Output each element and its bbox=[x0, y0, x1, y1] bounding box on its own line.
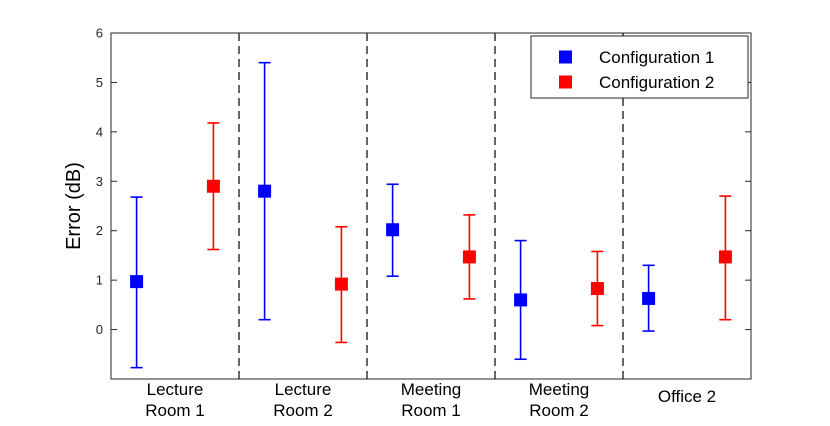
data-point bbox=[462, 250, 476, 264]
legend-label: Configuration 1 bbox=[599, 48, 714, 67]
data-point bbox=[386, 223, 400, 237]
y-tick-label: 6 bbox=[96, 26, 103, 41]
legend: Configuration 1 Configuration 2 bbox=[530, 35, 749, 99]
data-point bbox=[206, 179, 220, 193]
y-axis: 0 1 2 3 4 5 6 bbox=[96, 26, 751, 337]
category-label: Lecture bbox=[275, 380, 332, 399]
plot-frame bbox=[110, 32, 752, 380]
x-axis-labels: Lecture Room 1 Lecture Room 2 Meeting Room 1 M… bbox=[145, 380, 716, 420]
y-tick-label: 1 bbox=[96, 273, 103, 288]
category-label: Meeting bbox=[401, 380, 461, 399]
legend-marker bbox=[559, 50, 572, 64]
y-tick-label: 3 bbox=[96, 174, 103, 189]
category-label: Meeting bbox=[529, 380, 589, 399]
category-label: Room 1 bbox=[145, 401, 205, 420]
data-point bbox=[334, 277, 348, 291]
y-tick-label: 0 bbox=[96, 322, 103, 337]
legend-label: Configuration 2 bbox=[599, 73, 714, 92]
data-point bbox=[130, 275, 144, 289]
category-label: Room 1 bbox=[401, 401, 461, 420]
data-point bbox=[258, 184, 272, 198]
data-point bbox=[642, 291, 656, 305]
plot-marks bbox=[130, 61, 732, 369]
category-label: Room 2 bbox=[529, 401, 589, 420]
legend-marker bbox=[559, 75, 572, 89]
data-point bbox=[718, 250, 732, 264]
y-tick-label: 5 bbox=[96, 75, 103, 90]
data-point bbox=[514, 293, 528, 307]
y-tick-label: 2 bbox=[96, 223, 103, 238]
category-label: Room 2 bbox=[273, 401, 333, 420]
category-label: Office 2 bbox=[658, 387, 716, 406]
y-axis-label: Error (dB) bbox=[63, 162, 85, 250]
y-tick-label: 4 bbox=[96, 124, 103, 139]
data-point bbox=[590, 282, 604, 296]
category-label: Lecture bbox=[147, 380, 204, 399]
